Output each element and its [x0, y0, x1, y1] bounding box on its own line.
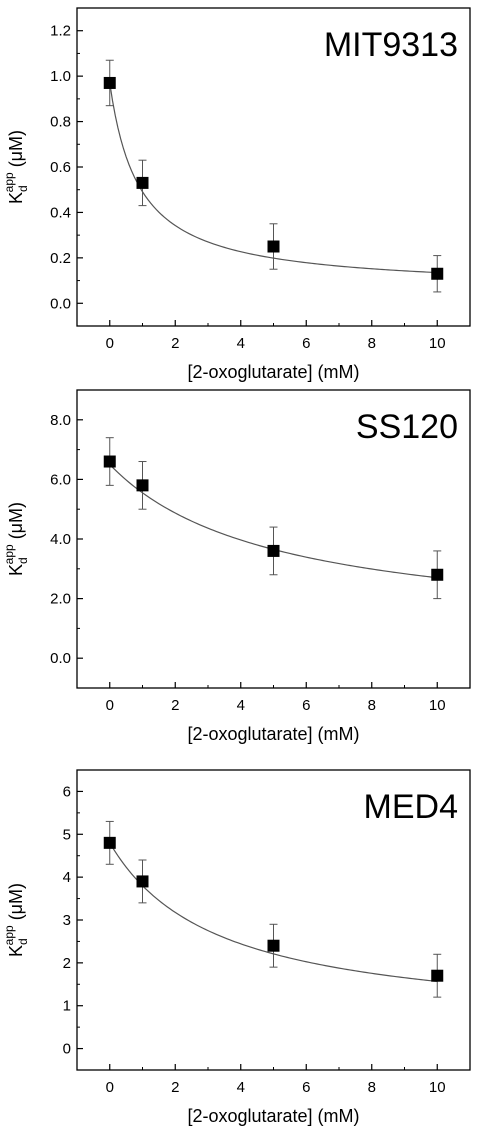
y-tick-label: 2.0 — [50, 591, 71, 608]
x-tick-label: 6 — [302, 1079, 310, 1096]
x-tick-label: 8 — [368, 335, 376, 352]
y-tick-label: 4 — [63, 869, 71, 886]
x-tick-label: 2 — [171, 1079, 179, 1096]
x-tick-label: 2 — [171, 697, 179, 714]
x-tick-label: 8 — [368, 1079, 376, 1096]
y-tick-label: 2 — [63, 955, 71, 972]
data-point — [431, 267, 444, 280]
panel-label: SS120 — [356, 408, 458, 446]
x-tick-label: 0 — [106, 1079, 114, 1096]
data-point — [103, 76, 116, 89]
panel-label: MED4 — [364, 788, 458, 826]
x-axis-title: [2-oxoglutarate] (mM) — [187, 362, 359, 382]
x-axis-title: [2-oxoglutarate] (mM) — [187, 1106, 359, 1126]
y-tick-label: 5 — [63, 826, 71, 843]
y-axis-title: Kdapp (μM) — [2, 502, 30, 576]
x-tick-label: 8 — [368, 697, 376, 714]
y-tick-label: 8.0 — [50, 412, 71, 429]
data-point — [267, 544, 280, 557]
x-tick-label: 2 — [171, 335, 179, 352]
x-tick-label: 4 — [237, 335, 245, 352]
x-tick-label: 10 — [429, 1079, 446, 1096]
y-tick-label: 3 — [63, 912, 71, 929]
x-axis-title: [2-oxoglutarate] (mM) — [187, 724, 359, 744]
data-point — [136, 875, 149, 888]
data-point — [431, 568, 444, 581]
y-tick-label: 4.0 — [50, 531, 71, 548]
y-axis-title: Kdapp (μM) — [2, 130, 30, 204]
y-tick-label: 0.0 — [50, 650, 71, 667]
x-tick-label: 4 — [237, 1079, 245, 1096]
data-point — [267, 240, 280, 253]
y-tick-label: 1 — [63, 998, 71, 1015]
data-point — [136, 479, 149, 492]
x-tick-label: 6 — [302, 697, 310, 714]
y-tick-label: 0 — [63, 1041, 71, 1058]
chart-panel-2: 0 2 4 6 8 10 0.0 2.0 4.0 6.0 8.0 [2-oxoglutarate] (… — [2, 389, 471, 744]
x-tick-label: 6 — [302, 335, 310, 352]
chart-panel-3: 0 2 4 6 8 10 0 1 2 3 4 5 6 [2-oxoglutarate] (mM) Kdapp… — [2, 769, 471, 1126]
y-tick-label: 6 — [63, 783, 71, 800]
x-tick-label: 4 — [237, 697, 245, 714]
x-tick-label: 0 — [106, 335, 114, 352]
data-point — [103, 836, 116, 849]
y-tick-label: 1.0 — [50, 68, 71, 85]
y-tick-label: 0.4 — [50, 204, 71, 221]
panel-label: MIT9313 — [324, 26, 458, 64]
x-tick-label: 10 — [429, 697, 446, 714]
y-tick-label: 1.2 — [50, 23, 71, 40]
data-point — [136, 176, 149, 189]
y-tick-label: 0.2 — [50, 250, 71, 267]
data-point — [103, 455, 116, 468]
data-point — [267, 939, 280, 952]
chart-panel-1: 0 2 4 6 8 10 0.0 0.2 0.4 0.6 0.8 1.0 1.2 [2-oxoglutar… — [2, 7, 471, 382]
data-point — [431, 969, 444, 982]
x-tick-label: 0 — [106, 697, 114, 714]
y-tick-label: 0.0 — [50, 295, 71, 312]
x-tick-label: 10 — [429, 335, 446, 352]
y-tick-label: 6.0 — [50, 471, 71, 488]
y-tick-label: 0.8 — [50, 114, 71, 131]
y-tick-label: 0.6 — [50, 159, 71, 176]
y-axis-title: Kdapp (μM) — [2, 883, 30, 957]
